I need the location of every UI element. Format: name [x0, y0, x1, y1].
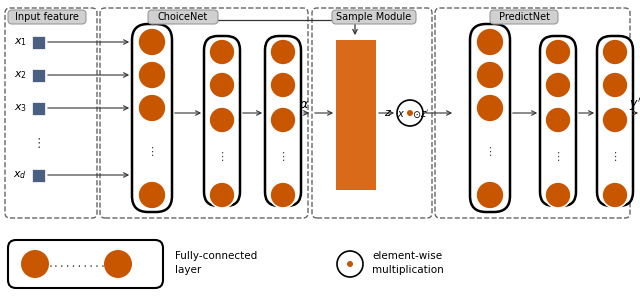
FancyBboxPatch shape — [8, 10, 86, 24]
Text: $x_3$: $x_3$ — [14, 102, 27, 114]
Bar — [32, 169, 45, 182]
Circle shape — [337, 251, 363, 277]
Circle shape — [270, 182, 296, 208]
Circle shape — [347, 261, 353, 267]
Text: $x_1$: $x_1$ — [14, 36, 27, 48]
Text: $\odot$: $\odot$ — [412, 108, 421, 120]
Text: ChoiceNet: ChoiceNet — [158, 12, 208, 22]
Text: ⋮: ⋮ — [277, 152, 289, 162]
FancyBboxPatch shape — [204, 36, 240, 206]
Circle shape — [545, 72, 571, 98]
Text: Sample Module: Sample Module — [337, 12, 412, 22]
Circle shape — [209, 72, 235, 98]
Text: $x_d$: $x_d$ — [13, 169, 27, 181]
FancyBboxPatch shape — [132, 24, 172, 212]
Text: ..........: .......... — [47, 259, 106, 269]
Text: Fully-connected: Fully-connected — [175, 251, 257, 261]
Text: $z'$: $z'$ — [420, 108, 429, 120]
Text: multiplication: multiplication — [372, 265, 444, 275]
Text: $x_2$: $x_2$ — [14, 69, 27, 81]
Text: ⋮: ⋮ — [216, 152, 228, 162]
Circle shape — [602, 182, 628, 208]
Circle shape — [138, 181, 166, 209]
Bar — [32, 101, 45, 114]
FancyBboxPatch shape — [8, 240, 163, 288]
Circle shape — [602, 72, 628, 98]
Circle shape — [397, 100, 423, 126]
Circle shape — [545, 182, 571, 208]
Circle shape — [209, 39, 235, 65]
Circle shape — [270, 39, 296, 65]
FancyBboxPatch shape — [470, 24, 510, 212]
Circle shape — [138, 61, 166, 89]
Circle shape — [104, 250, 132, 278]
Circle shape — [209, 107, 235, 133]
Circle shape — [270, 107, 296, 133]
Text: ⋮: ⋮ — [609, 152, 621, 162]
Circle shape — [545, 39, 571, 65]
Circle shape — [138, 94, 166, 122]
Text: element-wise: element-wise — [372, 251, 442, 261]
Circle shape — [209, 182, 235, 208]
Text: $y'$: $y'$ — [628, 95, 640, 113]
Bar — [32, 36, 45, 49]
Text: $x$: $x$ — [397, 109, 405, 119]
FancyBboxPatch shape — [597, 36, 633, 206]
Circle shape — [602, 39, 628, 65]
Circle shape — [476, 61, 504, 89]
Text: PredictNet: PredictNet — [499, 12, 550, 22]
Circle shape — [138, 28, 166, 56]
FancyBboxPatch shape — [490, 10, 558, 24]
Text: layer: layer — [175, 265, 201, 275]
Bar — [336, 40, 376, 190]
Text: Input feature: Input feature — [15, 12, 79, 22]
Circle shape — [407, 110, 413, 116]
Text: ⋮: ⋮ — [552, 152, 564, 162]
Circle shape — [476, 28, 504, 56]
Text: ⋮: ⋮ — [32, 137, 45, 149]
Text: ⋮: ⋮ — [147, 147, 157, 157]
Circle shape — [270, 72, 296, 98]
Text: $\alpha$: $\alpha$ — [300, 98, 310, 111]
FancyBboxPatch shape — [332, 10, 416, 24]
Text: $z$: $z$ — [384, 108, 392, 118]
Circle shape — [476, 181, 504, 209]
Bar — [32, 69, 45, 82]
Circle shape — [476, 94, 504, 122]
FancyBboxPatch shape — [265, 36, 301, 206]
FancyBboxPatch shape — [148, 10, 218, 24]
Circle shape — [545, 107, 571, 133]
Circle shape — [602, 107, 628, 133]
Circle shape — [21, 250, 49, 278]
FancyBboxPatch shape — [540, 36, 576, 206]
Text: ⋮: ⋮ — [484, 147, 495, 157]
